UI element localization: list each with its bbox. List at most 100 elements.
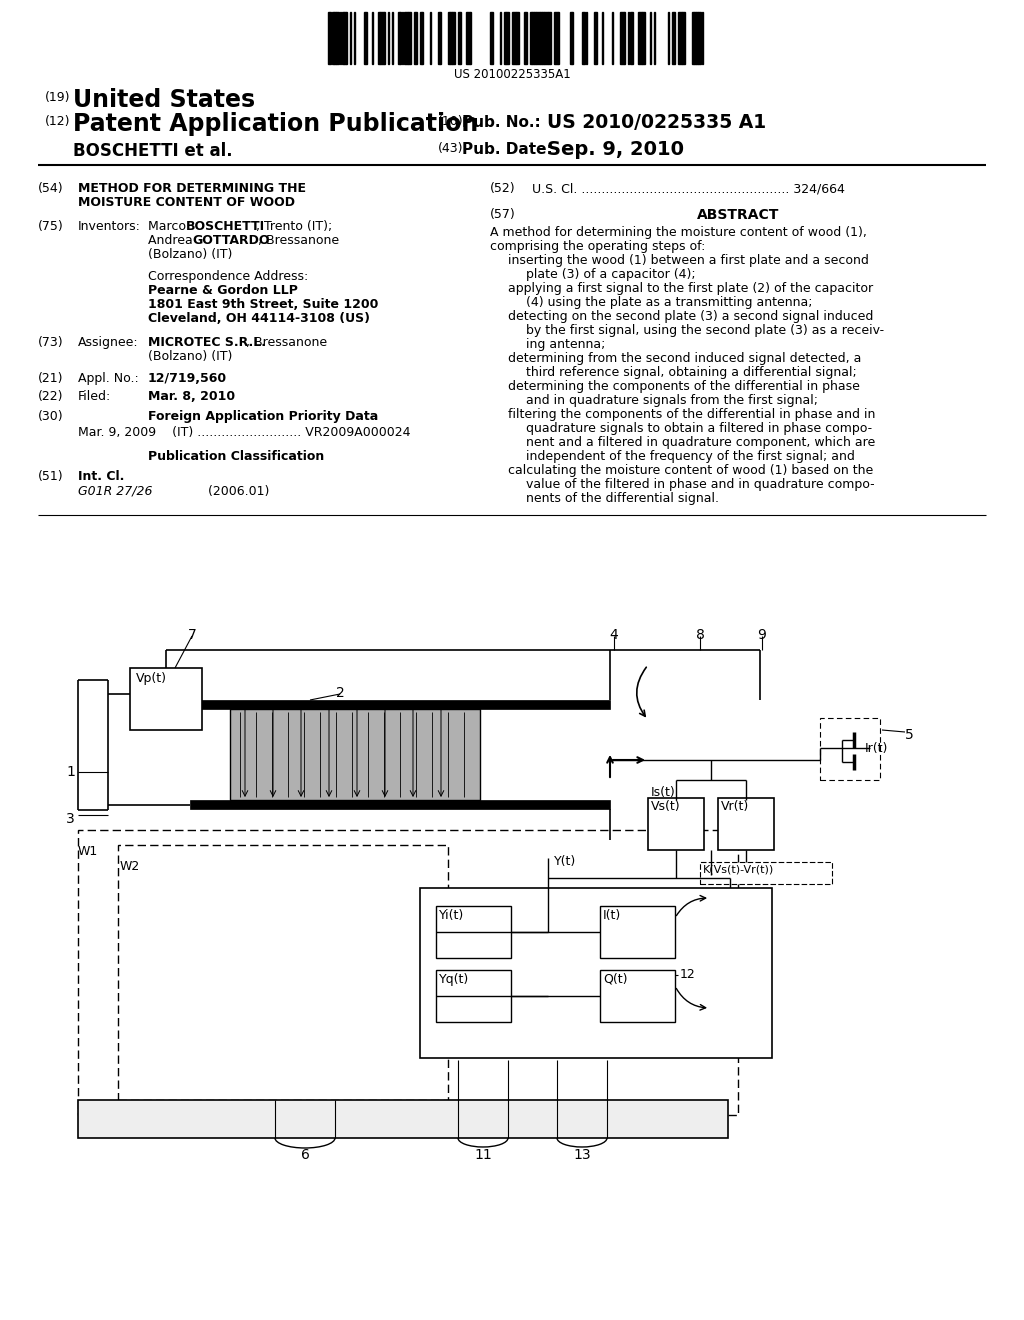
Text: applying a first signal to the first plate (2) of the capacitor: applying a first signal to the first pla… [508,282,873,294]
Bar [436,970,511,1022]
Text: inserting the wood (1) between a first plate and a second: inserting the wood (1) between a first p… [508,253,869,267]
Text: Vs(t): Vs(t) [651,800,681,813]
Bar [334,12,336,63]
Bar [190,700,610,709]
Text: and in quadrature signals from the first signal;: and in quadrature signals from the first… [526,393,818,407]
Bar [678,12,682,63]
Bar [570,12,572,63]
Text: United States: United States [73,88,255,112]
Text: value of the filtered in phase and in quadrature compo-: value of the filtered in phase and in qu… [526,478,874,491]
Text: 3: 3 [67,812,75,826]
Bar [516,12,519,63]
Bar [672,12,675,63]
Text: G01R 27/26: G01R 27/26 [78,484,153,498]
Text: Publication Classification: Publication Classification [148,450,325,463]
Bar [450,12,452,63]
Bar [78,1100,728,1138]
Bar [548,12,551,63]
Bar [554,12,558,63]
Text: Vr(t): Vr(t) [721,800,750,813]
Text: Yi(t): Yi(t) [439,909,464,921]
Bar [490,12,493,63]
Text: A method for determining the moisture content of wood (1),: A method for determining the moisture co… [490,226,867,239]
Bar [344,12,346,63]
Text: 9: 9 [758,628,766,642]
Bar [364,12,367,63]
Text: Sep. 9, 2010: Sep. 9, 2010 [547,140,684,158]
Bar [700,862,831,884]
Bar [378,12,380,63]
Bar [536,12,540,63]
Text: quadrature signals to obtain a filtered in phase compo-: quadrature signals to obtain a filtered … [526,422,872,436]
Text: (Bolzano) (IT): (Bolzano) (IT) [148,350,232,363]
Text: 5: 5 [905,729,913,742]
Text: nent and a filtered in quadrature component, which are: nent and a filtered in quadrature compon… [526,436,876,449]
Text: MICROTEC S.R.L.: MICROTEC S.R.L. [148,337,266,348]
Text: Ir(t): Ir(t) [865,742,889,755]
Bar [820,718,880,780]
Bar [542,12,544,63]
Text: US 20100225335A1: US 20100225335A1 [454,69,570,81]
Bar [449,12,450,63]
Text: , Bressanone: , Bressanone [246,337,327,348]
Bar [380,12,384,63]
Bar [404,12,408,63]
Bar [594,12,597,63]
Text: Patent Application Publication: Patent Application Publication [73,112,478,136]
Bar [530,12,532,63]
Bar [718,799,774,850]
Bar [436,906,511,958]
Bar [582,12,585,63]
Text: 2: 2 [336,686,344,700]
Bar [620,12,624,63]
Text: BOSCHETTI: BOSCHETTI [186,220,265,234]
Bar [638,12,642,63]
Text: (22): (22) [38,389,63,403]
Bar [692,12,694,63]
Bar [532,12,534,63]
Bar [466,12,470,63]
Bar [78,830,738,1115]
Bar [506,12,509,63]
Bar [328,12,331,63]
Bar [336,12,339,63]
Text: Mar. 9, 2009    (IT) .......................... VR2009A000024: Mar. 9, 2009 (IT) ......................… [78,426,411,440]
Text: 12/719,560: 12/719,560 [148,372,227,385]
Text: (10): (10) [438,115,464,128]
Text: (12): (12) [45,115,71,128]
Text: ABSTRACT: ABSTRACT [696,209,779,222]
Bar [332,12,334,63]
Text: detecting on the second plate (3) a second signal induced: detecting on the second plate (3) a seco… [508,310,873,323]
Bar [544,12,548,63]
Text: (57): (57) [490,209,516,220]
Text: 7: 7 [187,628,197,642]
Text: , Bressanone: , Bressanone [258,234,339,247]
Text: (51): (51) [38,470,63,483]
Text: (52): (52) [490,182,516,195]
Bar [696,12,698,63]
Text: BOSCHETTI et al.: BOSCHETTI et al. [73,143,232,160]
Text: Cleveland, OH 44114-3108 (US): Cleveland, OH 44114-3108 (US) [148,312,370,325]
Text: determining the components of the differential in phase: determining the components of the differ… [508,380,860,393]
Text: W2: W2 [120,861,140,873]
Text: (75): (75) [38,220,63,234]
Bar [414,12,417,63]
Text: nents of the differential signal.: nents of the differential signal. [526,492,719,506]
Text: (19): (19) [45,91,71,104]
Bar [342,12,344,63]
Text: independent of the frequency of the first signal; and: independent of the frequency of the firs… [526,450,855,463]
Text: K(Vs(t)-Vr(t)): K(Vs(t)-Vr(t)) [703,865,774,874]
Text: (30): (30) [38,411,63,422]
Text: by the first signal, using the second plate (3) as a receiv-: by the first signal, using the second pl… [526,323,884,337]
Text: Vp(t): Vp(t) [136,672,167,685]
Bar [524,12,527,63]
Text: determining from the second induced signal detected, a: determining from the second induced sign… [508,352,861,366]
Bar [642,12,645,63]
Text: W1: W1 [78,845,98,858]
Bar [694,12,696,63]
Text: 11: 11 [474,1148,492,1162]
Text: (54): (54) [38,182,63,195]
Text: Is(t): Is(t) [651,785,676,799]
Text: , Trento (IT);: , Trento (IT); [256,220,332,234]
Text: (43): (43) [438,143,464,154]
